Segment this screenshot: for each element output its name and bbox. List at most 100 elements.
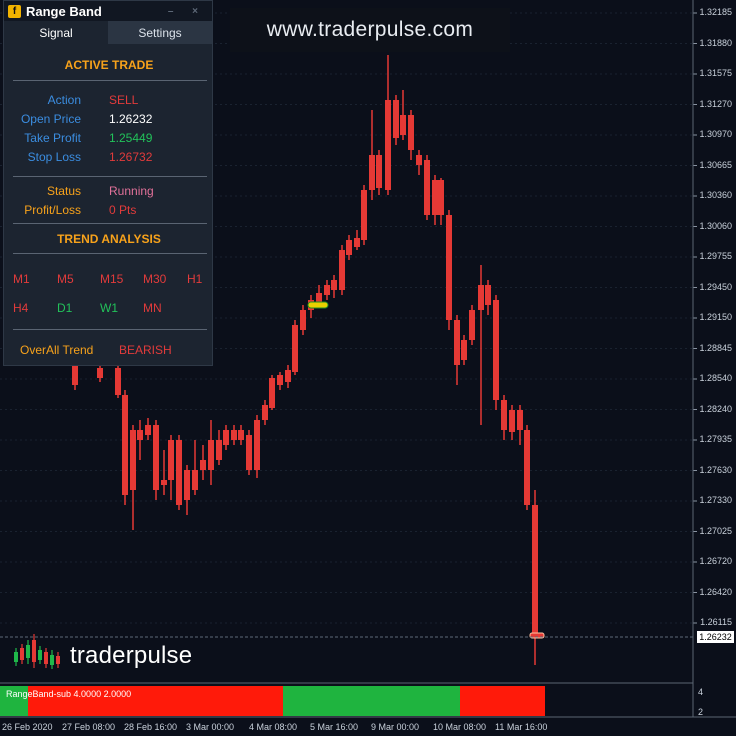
panel-tabs: Signal Settings: [4, 21, 212, 44]
candle-body: [262, 405, 268, 420]
candle-body: [192, 470, 198, 490]
brand-icon-body: [14, 652, 18, 662]
candle-body: [324, 285, 330, 295]
brand-icon-body: [26, 645, 30, 658]
candle-body: [509, 410, 515, 432]
candle-body: [438, 180, 444, 215]
date-tick-label: 27 Feb 08:00: [62, 722, 116, 732]
open-price-label: Open Price: [20, 112, 81, 126]
timeframe-m1: M1: [13, 272, 30, 286]
candle-body: [115, 368, 121, 395]
stop-loss-row: Stop Loss 1.26732: [4, 150, 214, 164]
candle-body: [416, 155, 422, 165]
candle-body: [478, 285, 484, 310]
date-tick-label: 28 Feb 16:00: [124, 722, 178, 732]
candle-body: [385, 100, 391, 190]
range-band-logo-icon: f: [8, 4, 21, 18]
candle-body: [461, 340, 467, 360]
candle-body: [292, 325, 298, 372]
price-tick-label: 1.32185: [699, 7, 732, 17]
take-profit-label: Take Profit: [24, 131, 81, 145]
subwindow-segment-green: [0, 686, 28, 716]
candle-body: [393, 100, 399, 138]
candle-body: [72, 365, 78, 385]
overall-trend-label: OverAll Trend: [20, 343, 94, 357]
action-value: SELL: [109, 93, 139, 107]
overall-trend-value: BEARISH: [119, 343, 172, 357]
candle-body: [97, 368, 103, 378]
candle-body: [532, 505, 538, 635]
candle-body: [346, 240, 352, 255]
divider: [13, 329, 207, 330]
price-tick-label: 1.27935: [699, 434, 732, 444]
brand-icon-body: [20, 648, 24, 660]
candle-body: [493, 300, 499, 400]
candle-body: [485, 285, 491, 305]
subwindow-segment-red: [460, 686, 545, 716]
candle-body: [184, 470, 190, 500]
timeframe-h4: H4: [13, 301, 29, 315]
date-tick-label: 11 Mar 16:00: [495, 722, 548, 732]
candle-body: [400, 115, 406, 135]
candle-body: [122, 395, 128, 495]
divider: [13, 253, 207, 254]
panel-titlebar[interactable]: f Range Band – ×: [4, 1, 212, 21]
action-row: Action SELL: [4, 93, 214, 107]
status-label: Status: [46, 184, 81, 198]
profit-loss-row: Profit/Loss 0 Pts: [4, 203, 214, 217]
price-tick-label: 1.28240: [699, 403, 732, 414]
subwindow-axis-bottom: 2: [698, 707, 704, 717]
candle-body: [331, 280, 337, 290]
candle-body: [469, 310, 475, 340]
watermark-url: www.traderpulse.com: [230, 8, 510, 52]
date-tick-label: 26 Feb 2020: [2, 722, 53, 732]
candle-body: [369, 155, 375, 190]
candle-body: [432, 180, 438, 215]
price-tick-label: 1.30060: [699, 220, 732, 231]
window-controls[interactable]: – ×: [167, 5, 206, 17]
stop-loss-value: 1.26732: [109, 150, 153, 164]
brand-icon-body: [32, 640, 36, 662]
divider: [13, 80, 207, 81]
date-tick-label: 5 Mar 16:00: [310, 722, 359, 732]
subwindow-axis-top: 4: [698, 687, 704, 697]
candle-body: [161, 480, 167, 485]
panel-title: Range Band: [26, 3, 102, 19]
subwindow-segment-green: [283, 686, 460, 716]
candle-body: [153, 425, 159, 490]
candle-body: [524, 430, 530, 505]
timeframe-h1: H1: [187, 272, 203, 286]
candle-body: [168, 440, 174, 480]
status-value: Running: [109, 184, 154, 198]
price-tick-label: 1.28540: [699, 373, 732, 383]
date-tick-label: 3 Mar 00:00: [186, 722, 235, 732]
divider: [13, 176, 207, 177]
divider: [13, 223, 207, 224]
entry-marker: [307, 301, 329, 309]
stop-loss-label: Stop Loss: [27, 150, 81, 164]
price-tick-label: 1.29755: [699, 251, 732, 261]
open-price-value: 1.26232: [109, 112, 153, 126]
price-tick-label: 1.27630: [699, 464, 732, 475]
candle-body: [223, 430, 229, 445]
price-tick-label: 1.26720: [699, 556, 732, 566]
tab-signal[interactable]: Signal: [4, 21, 108, 44]
price-tick-label: 1.27025: [699, 525, 732, 536]
brand-icon-body: [56, 656, 60, 664]
candle-body: [254, 420, 260, 470]
current-price-label: 1.26232: [697, 631, 734, 643]
candle-body: [361, 190, 367, 240]
brand-trader: trader: [70, 642, 134, 669]
timeframe-d1: D1: [57, 301, 73, 315]
price-tick-label: 1.30970: [699, 129, 732, 139]
timeframe-m5: M5: [57, 272, 74, 286]
price-tick-label: 1.26420: [699, 586, 732, 597]
tab-settings[interactable]: Settings: [108, 21, 212, 44]
take-profit-row: Take Profit 1.25449: [4, 131, 214, 145]
brand-icon-body: [44, 652, 48, 664]
price-tick-label: 1.26115: [700, 617, 732, 627]
candle-body: [130, 430, 136, 490]
candle-body: [424, 160, 430, 215]
candle-body: [238, 430, 244, 440]
candle-body: [208, 440, 214, 470]
